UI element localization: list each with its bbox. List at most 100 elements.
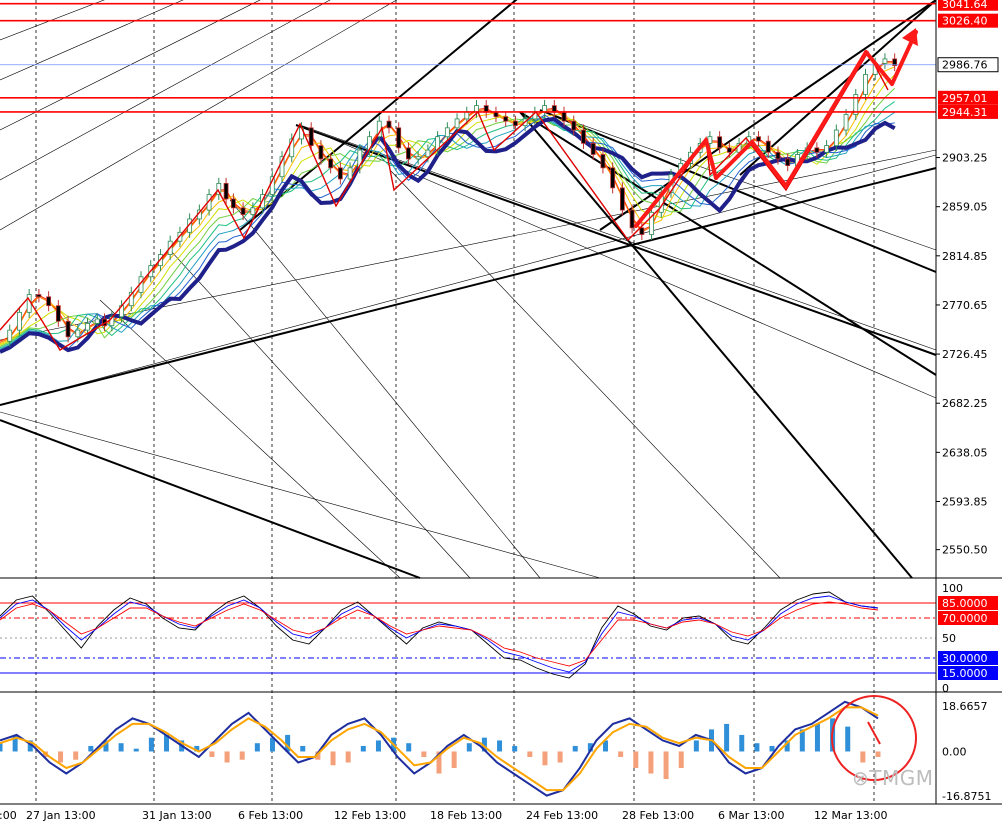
level-label: 2986.76 — [942, 59, 988, 72]
trend-line-thick — [599, 0, 937, 231]
candle-body — [717, 136, 723, 149]
trend-line-thin — [0, 0, 398, 231]
candle-body — [503, 116, 509, 122]
candle-body — [581, 129, 586, 144]
candle-body — [600, 154, 606, 169]
macd-histogram-bar — [527, 751, 533, 757]
macd-histogram-bar — [194, 745, 200, 752]
macd-histogram-bar — [58, 751, 64, 763]
price-tick-label: 2682.25 — [942, 397, 988, 410]
candle-body — [610, 167, 616, 189]
candle-body — [639, 227, 645, 235]
level-label-box — [938, 90, 998, 105]
price-axis: 2903.25 2859.05 2814.85 2770.65 2726.45 2682.… — [0, 0, 1002, 805]
candle-body — [561, 111, 567, 122]
time-axis: 3:00 27 Jan 13:00 31 Jan 13:00 6 Feb 13:00 1… — [0, 809, 887, 822]
level-label-box — [938, 13, 998, 28]
stoch-series-line — [0, 595, 879, 673]
candle-body — [824, 145, 829, 153]
candle-body — [223, 183, 229, 200]
macd-histogram-bar — [633, 751, 639, 769]
macd-histogram-bar — [693, 740, 699, 752]
macd-histogram-bar — [254, 743, 260, 752]
stoch-tick-label: 100 — [942, 582, 963, 595]
macd-signal-line — [0, 706, 879, 792]
macd-histogram-bar — [406, 743, 412, 752]
macd-histogram-bar — [542, 751, 548, 766]
macd-histogram-bar — [164, 734, 170, 752]
ma-ribbon-line — [0, 116, 896, 354]
candle-body — [425, 149, 431, 158]
macd-histogram-bar — [360, 745, 366, 752]
candle-body — [882, 58, 888, 64]
macd-histogram-bar — [648, 751, 654, 774]
candle-body — [328, 158, 334, 169]
price-tick-label: 2903.25 — [942, 152, 988, 165]
candle-body — [279, 156, 285, 178]
macd-histogram-bar — [224, 751, 230, 763]
candle-body — [454, 118, 460, 129]
candle-body — [7, 329, 13, 342]
candle-body — [240, 207, 246, 215]
trend-line-thick — [539, 109, 937, 273]
candle-body — [55, 305, 61, 322]
level-label-box — [937, 57, 999, 73]
macd-histogram-bar — [875, 751, 881, 757]
macd-histogram-bar — [814, 723, 820, 752]
price-tick-label: 2550.50 — [942, 544, 988, 557]
level-label-box — [938, 0, 998, 11]
stoch-series-line — [0, 601, 879, 667]
forecast-arrow-segment — [714, 140, 754, 180]
price-tick-label: 2593.85 — [942, 495, 988, 508]
trend-line-thin — [299, 124, 937, 351]
macd-histogram-bar — [421, 751, 427, 757]
macd-histogram-bar — [73, 751, 79, 760]
trend-line-thin — [0, 154, 937, 406]
price-tick-label: 2726.45 — [942, 348, 988, 361]
macd-histogram-bar — [239, 751, 245, 760]
forecast-arrow-segment — [864, 50, 894, 86]
macd-histogram-bar — [784, 740, 790, 752]
macd-histogram-bar — [481, 737, 487, 752]
macd-histogram-bar — [148, 737, 154, 752]
macd-histogram-bar — [799, 729, 805, 752]
macd-histogram-bar — [0, 743, 3, 752]
highlight-circle — [831, 695, 917, 781]
macd-histogram-bar — [27, 740, 33, 752]
stochastic-panel: 85.0000 70.0000 30.0000 15.0000 100 50 0 — [0, 582, 998, 695]
candle-body — [347, 167, 353, 180]
stoch-level-label: 70.0000 — [942, 612, 988, 625]
macd-histogram-bar — [860, 751, 866, 763]
macd-histogram-bar — [118, 743, 124, 752]
candle-body — [513, 120, 518, 127]
highlight-arrow — [867, 721, 881, 745]
candle-body — [230, 198, 236, 209]
candle-body — [863, 74, 868, 95]
macd-histogram-bar — [269, 737, 275, 752]
macd-histogram-bar — [572, 745, 578, 752]
candle-body — [833, 129, 839, 147]
time-label: 6 Feb 13:00 — [238, 809, 303, 822]
trend-line-thick — [0, 419, 421, 579]
trend-line-thick — [519, 111, 937, 376]
price-tick-label: 2859.05 — [942, 201, 988, 214]
candle-body — [36, 294, 42, 298]
forecast-arrow-segment — [634, 138, 708, 228]
macd-histogram-bar — [451, 751, 457, 769]
forecast-arrow-segment — [750, 140, 788, 188]
time-label: 6 Mar 13:00 — [718, 809, 784, 822]
trend-line-thin — [0, 0, 184, 81]
candle-body — [337, 167, 343, 180]
macd-histogram-bar — [330, 751, 336, 766]
stoch-tick-label: 50 — [942, 632, 956, 645]
ma-ribbon-line — [0, 111, 895, 350]
price-tick-label: 2814.85 — [942, 250, 988, 263]
stoch-tick-label: 0 — [942, 682, 949, 695]
macd-histogram-bar — [103, 740, 109, 752]
candle-body — [250, 207, 256, 215]
stoch-level-label: 15.0000 — [942, 667, 988, 680]
trend-line-thin — [99, 299, 401, 579]
candle-body — [785, 158, 791, 167]
candle-body — [94, 318, 100, 324]
